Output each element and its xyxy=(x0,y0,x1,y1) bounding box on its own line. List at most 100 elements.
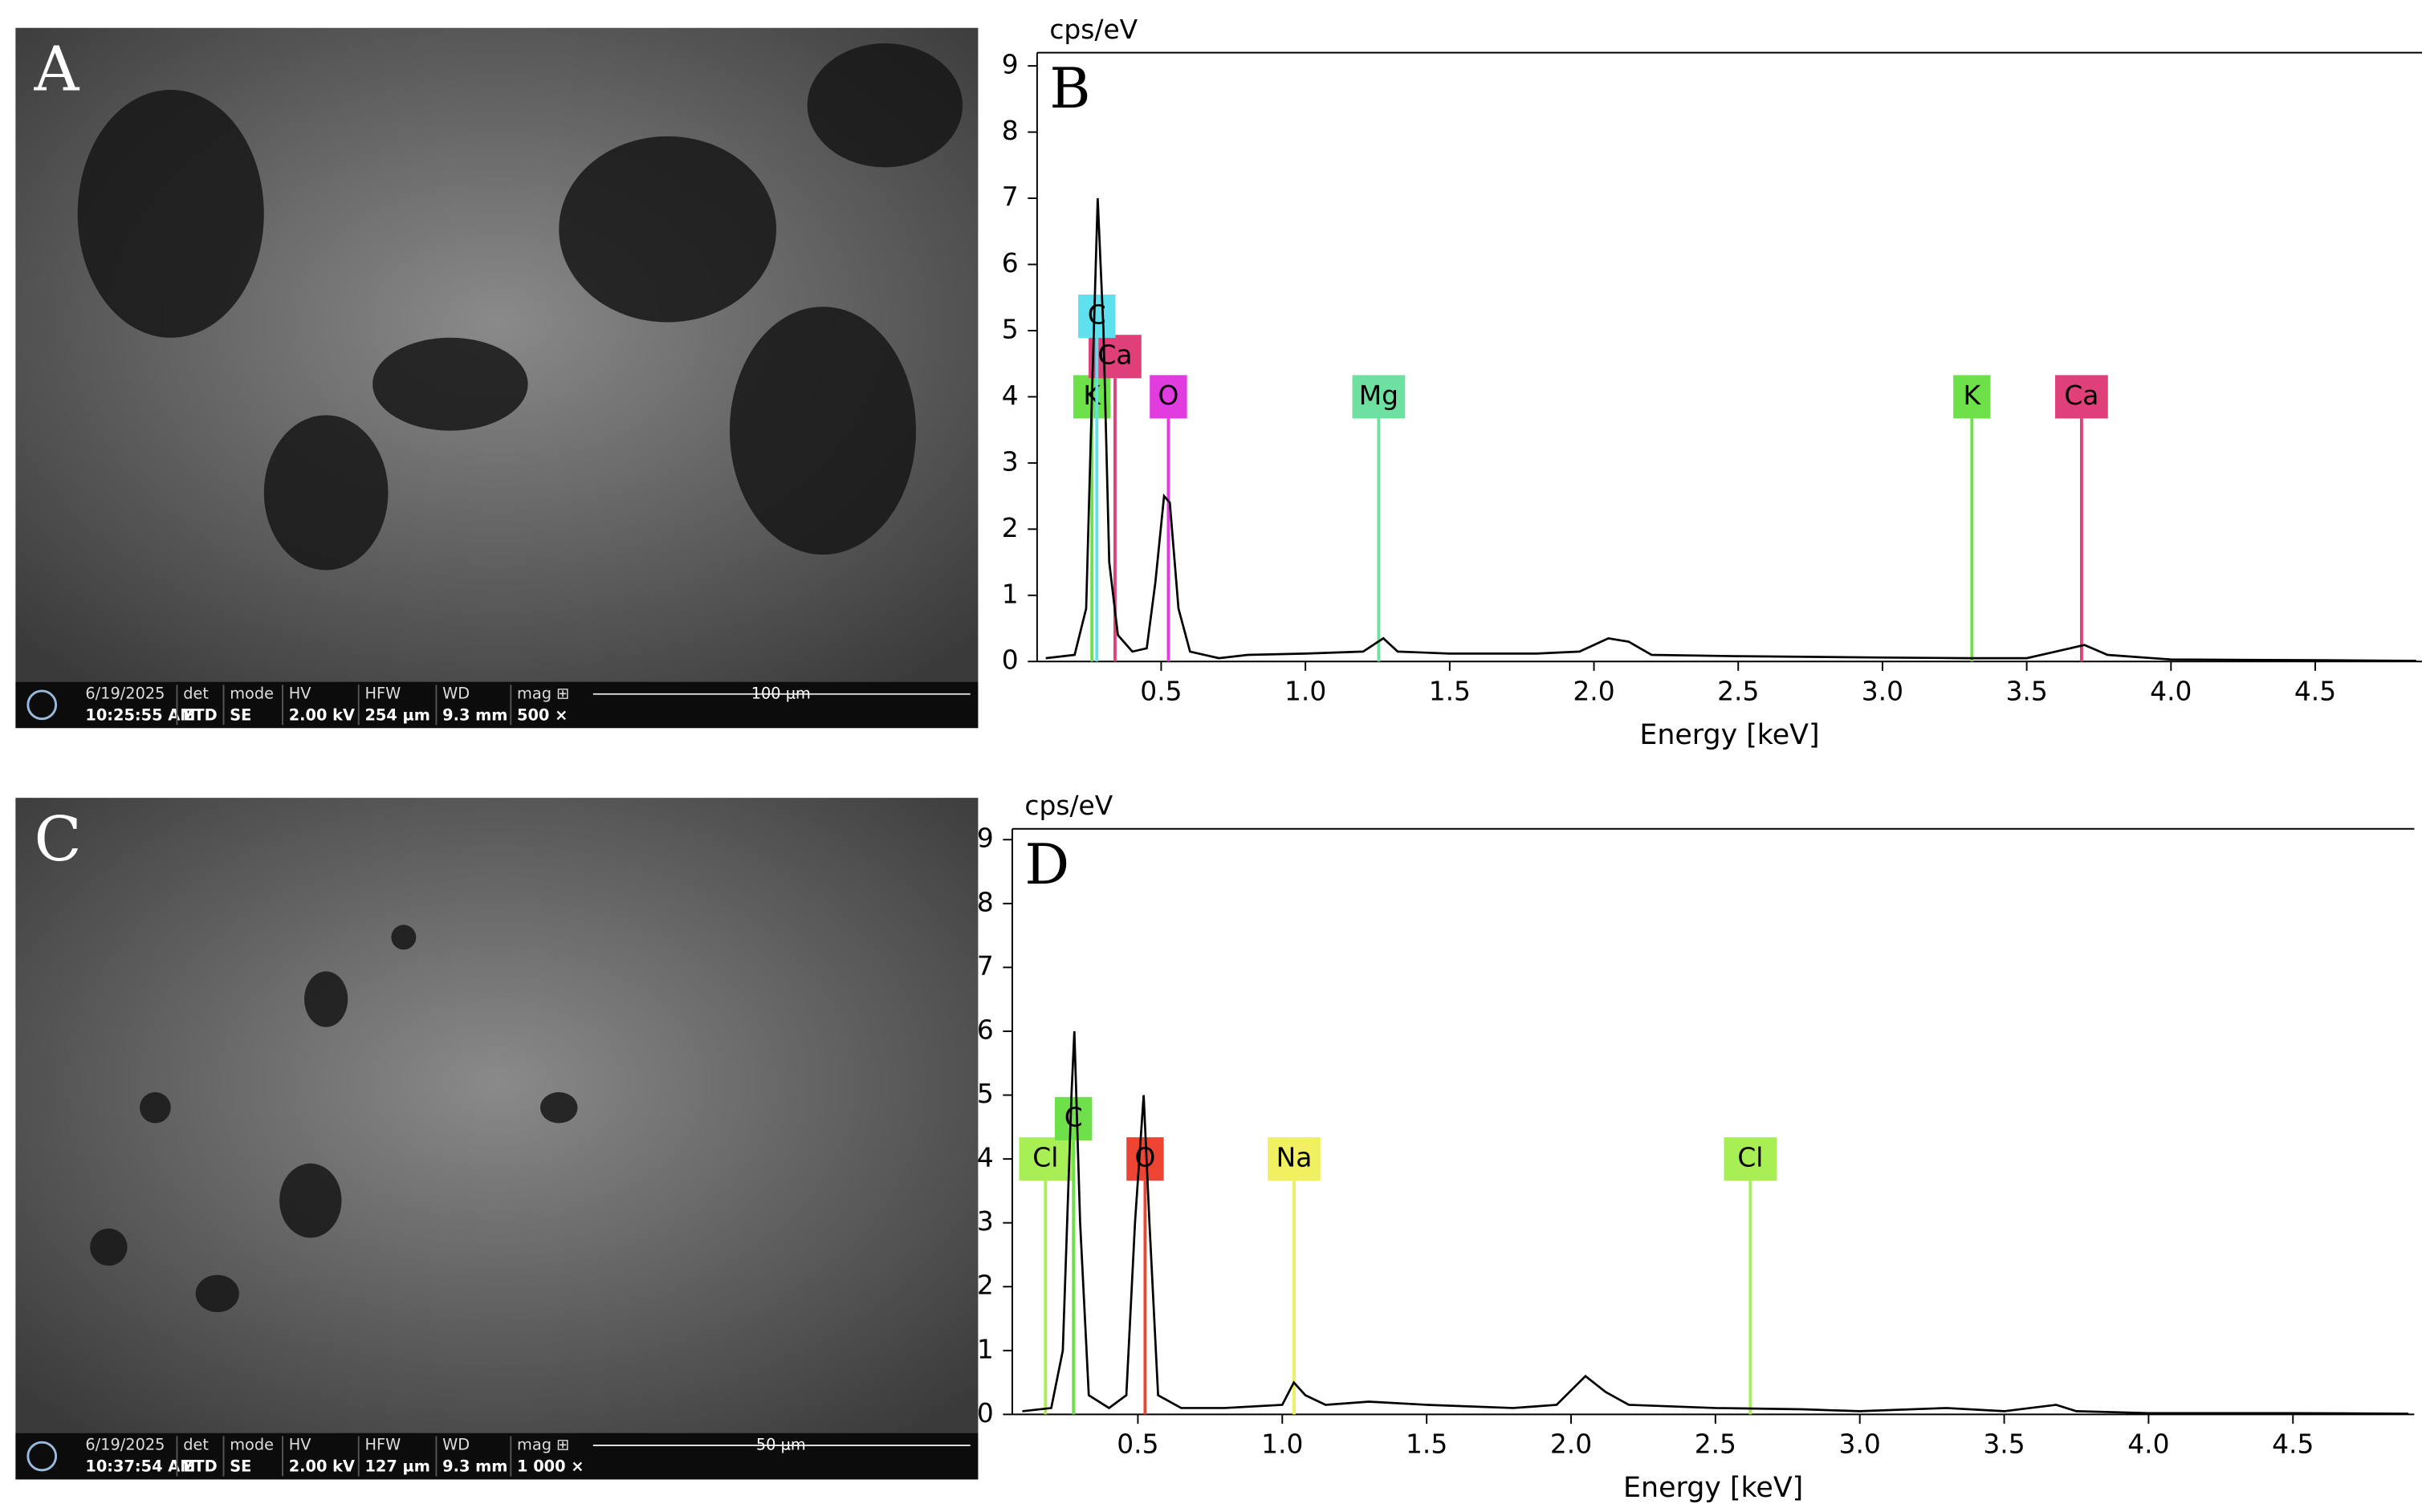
pore xyxy=(77,89,264,338)
y-tick-label: 4 xyxy=(1002,380,1019,411)
info-label: HFW xyxy=(364,684,401,702)
info-bar xyxy=(15,1433,979,1480)
info-value: ETD xyxy=(183,1457,217,1476)
element-tag xyxy=(1150,375,1187,419)
pore xyxy=(807,43,963,168)
y-tick-label: 4 xyxy=(977,1143,994,1173)
info-label: HFW xyxy=(364,1436,401,1454)
y-tick-label: 7 xyxy=(977,951,994,982)
y-tick-label: 0 xyxy=(977,1398,994,1429)
x-tick-label: 3.5 xyxy=(1983,1429,2025,1460)
info-value: 9.3 mm xyxy=(442,1457,507,1476)
info-label: WD xyxy=(442,1436,470,1454)
panel-label: C xyxy=(35,803,82,876)
info-value: 2.00 kV xyxy=(289,705,355,724)
panel-label: A xyxy=(34,34,80,106)
info-value: 254 µm xyxy=(364,705,429,724)
x-tick-label: 0.5 xyxy=(1117,1429,1158,1460)
x-tick-label: 1.5 xyxy=(1406,1429,1447,1460)
info-value: ETD xyxy=(183,705,217,724)
y-tick-label: 9 xyxy=(977,823,994,854)
x-tick-label: 3.0 xyxy=(1862,676,1903,706)
info-label: 6/19/2025 xyxy=(85,1436,165,1454)
element-label: Na xyxy=(1276,1143,1313,1173)
info-label: mag ⊞ xyxy=(517,1436,569,1454)
scale-label: 50 µm xyxy=(756,1436,806,1454)
pore xyxy=(263,415,389,571)
pore xyxy=(304,971,348,1027)
x-tick-label: 4.5 xyxy=(2294,676,2336,706)
info-value: SE xyxy=(230,1457,251,1476)
y-tick-label: 6 xyxy=(977,1014,994,1045)
element-label: Ca xyxy=(2064,380,2098,411)
scale-label: 100 µm xyxy=(751,684,811,702)
element-tag xyxy=(1953,375,1991,419)
y-tick-label: 2 xyxy=(977,1270,994,1301)
x-tick-label: 2.5 xyxy=(1695,1429,1736,1460)
y-axis-label: cps/eV xyxy=(1024,791,1113,821)
x-tick-label: 4.5 xyxy=(2272,1429,2314,1460)
info-value: 10:37:54 AM xyxy=(85,1457,195,1476)
panel-label: B xyxy=(1049,56,1090,121)
pore xyxy=(372,337,528,431)
pore xyxy=(140,1091,171,1124)
pore xyxy=(279,1163,342,1238)
element-label: K xyxy=(1964,380,1982,411)
x-tick-label: 3.5 xyxy=(2005,676,2047,706)
y-tick-label: 1 xyxy=(977,1334,994,1364)
element-label: Cl xyxy=(1032,1143,1058,1173)
y-tick-label: 8 xyxy=(1002,116,1019,146)
x-tick-label: 2.0 xyxy=(1573,676,1614,706)
info-value: 2.00 kV xyxy=(289,1457,355,1476)
x-tick-label: 3.0 xyxy=(1839,1429,1881,1460)
element-label: O xyxy=(1158,380,1178,411)
y-tick-label: 0 xyxy=(1002,645,1019,676)
y-tick-label: 3 xyxy=(1002,446,1019,477)
x-tick-label: 1.0 xyxy=(1284,676,1326,706)
x-tick-label: 1.0 xyxy=(1261,1429,1303,1460)
info-value: 9.3 mm xyxy=(442,705,507,724)
y-tick-label: 1 xyxy=(1002,579,1019,609)
pore xyxy=(540,1091,578,1124)
pore xyxy=(559,136,776,323)
logo xyxy=(26,1441,58,1472)
x-tick-label: 4.0 xyxy=(2150,676,2192,706)
element-tag xyxy=(1078,295,1116,339)
x-axis-label: Energy [keV] xyxy=(1639,719,1819,751)
y-tick-label: 7 xyxy=(1002,182,1019,213)
element-tag xyxy=(1352,375,1406,419)
y-tick-label: 6 xyxy=(1002,248,1019,278)
y-tick-label: 3 xyxy=(977,1206,994,1237)
y-tick-label: 9 xyxy=(1002,50,1019,80)
panel-label: D xyxy=(1024,832,1069,897)
info-value: 1 000 × xyxy=(517,1457,584,1476)
info-label: 6/19/2025 xyxy=(85,684,165,702)
pore xyxy=(729,307,917,555)
logo xyxy=(26,689,58,721)
element-tag xyxy=(1724,1137,1777,1181)
x-axis-label: Energy [keV] xyxy=(1623,1472,1803,1504)
info-value: 10:25:55 AM xyxy=(85,705,195,724)
x-tick-label: 4.0 xyxy=(2127,1429,2169,1460)
x-tick-label: 2.5 xyxy=(1717,676,1759,706)
x-tick-label: 0.5 xyxy=(1140,676,1182,706)
x-tick-label: 1.5 xyxy=(1429,676,1471,706)
info-label: WD xyxy=(442,684,470,702)
pore xyxy=(391,925,417,950)
y-tick-label: 8 xyxy=(977,887,994,917)
sem-image xyxy=(15,798,979,1433)
info-label: HV xyxy=(289,1436,312,1454)
info-label: HV xyxy=(289,684,312,702)
pore xyxy=(195,1274,239,1312)
info-label: mode xyxy=(230,1436,274,1454)
info-bar xyxy=(15,681,979,729)
y-tick-label: 5 xyxy=(977,1079,994,1109)
y-tick-label: 2 xyxy=(1002,513,1019,543)
element-label: Mg xyxy=(1359,380,1398,411)
y-axis-label: cps/eV xyxy=(1049,14,1138,45)
x-tick-label: 2.0 xyxy=(1550,1429,1592,1460)
pore xyxy=(90,1228,128,1266)
element-label: Cl xyxy=(1737,1143,1763,1173)
